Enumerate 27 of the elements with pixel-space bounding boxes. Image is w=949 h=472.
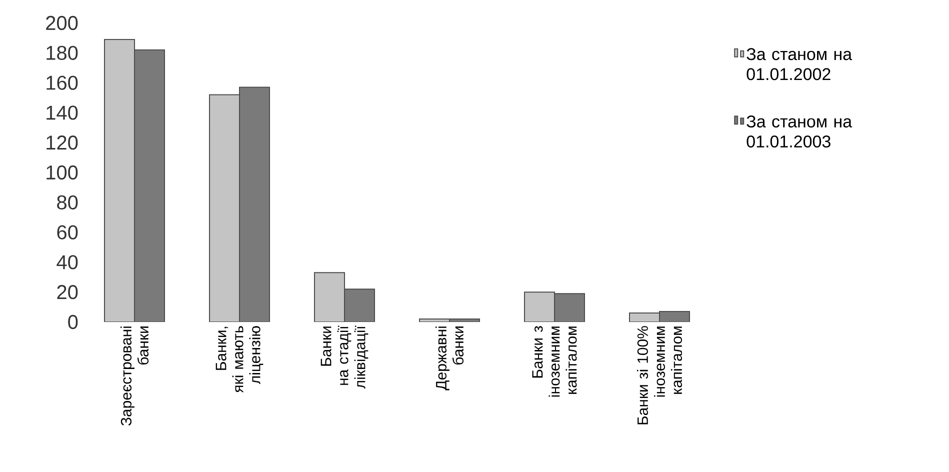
- x-tick-label: Банки на стадії ліквідації: [320, 326, 368, 389]
- y-tick-label: 20: [57, 285, 78, 300]
- y-tick-label: 140: [46, 106, 78, 120]
- x-tick-label: Державні банки: [435, 326, 464, 390]
- y-tick-label: 40: [56, 255, 78, 270]
- y-tick-label: 160: [46, 76, 78, 90]
- x-tick-label: Зареєстровані банки: [120, 326, 149, 426]
- bar: [104, 38, 136, 322]
- legend-label: За станом на 01.01.2002: [746, 48, 852, 80]
- y-tick-label: 0: [68, 314, 78, 330]
- y-tick-label: 80: [57, 195, 78, 210]
- bar: [239, 86, 270, 322]
- y-tick-label: 100: [46, 165, 78, 180]
- bar: [134, 49, 166, 322]
- bar: [344, 288, 376, 322]
- bar: [524, 292, 556, 322]
- bar: [209, 94, 240, 322]
- y-tick-label: 60: [57, 225, 78, 240]
- bar: [554, 293, 585, 322]
- legend-label: За станом на 01.01.2003: [746, 116, 852, 148]
- x-tick-label: Банки зі 100% іноземним капіталом: [636, 326, 682, 424]
- x-tick-label: Банки з іноземним капіталом: [532, 326, 577, 397]
- y-tick-label: 180: [46, 46, 78, 60]
- x-tick-label: Банки, які мають ліцензію: [216, 326, 264, 393]
- y-tick-label: 200: [46, 16, 78, 30]
- y-tick-label: 120: [46, 136, 78, 150]
- bar: [314, 272, 346, 322]
